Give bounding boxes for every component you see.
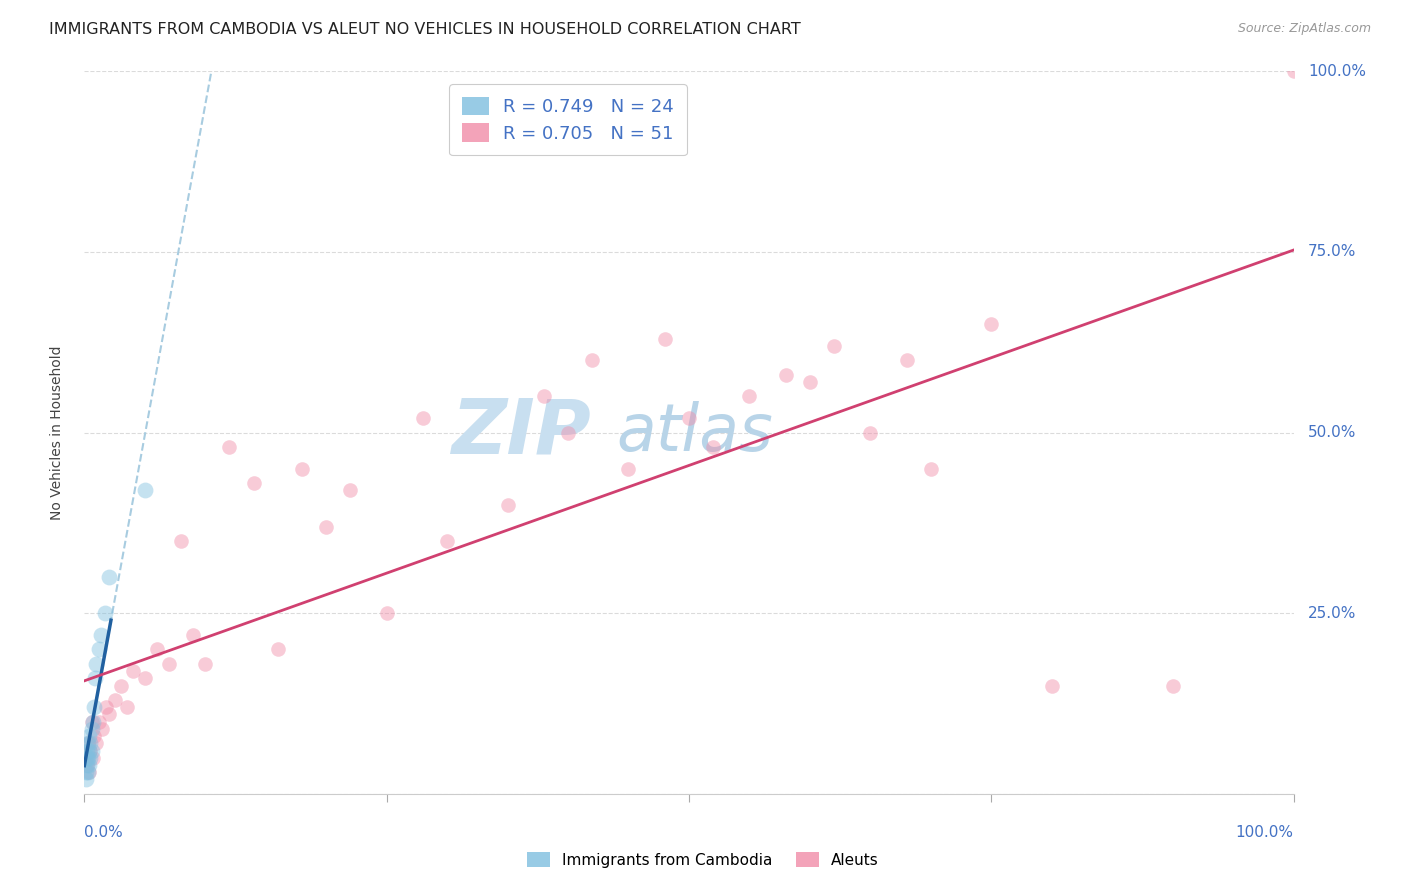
Point <box>654 332 676 346</box>
Point <box>83 700 105 714</box>
Point <box>86 736 108 750</box>
Point <box>76 743 98 757</box>
Text: 100.0%: 100.0% <box>1308 64 1367 78</box>
Point <box>75 751 97 765</box>
Point <box>1040 678 1063 692</box>
Point <box>75 772 97 787</box>
Point <box>82 714 104 729</box>
Text: Source: ZipAtlas.com: Source: ZipAtlas.com <box>1237 22 1371 36</box>
Legend: Immigrants from Cambodia, Aleuts: Immigrants from Cambodia, Aleuts <box>520 844 886 875</box>
Point <box>79 743 101 757</box>
Point <box>267 642 290 657</box>
Point <box>104 693 127 707</box>
Point <box>79 751 101 765</box>
Point <box>181 628 204 642</box>
Point <box>121 664 143 678</box>
Point <box>533 389 555 403</box>
Point <box>702 440 724 454</box>
Y-axis label: No Vehicles in Household: No Vehicles in Household <box>49 345 63 520</box>
Point <box>91 722 114 736</box>
Point <box>859 425 882 440</box>
Point <box>82 751 104 765</box>
Point <box>146 642 169 657</box>
Point <box>84 671 107 685</box>
Point <box>920 462 942 476</box>
Point <box>77 736 100 750</box>
Point <box>83 729 105 743</box>
Point <box>375 607 398 621</box>
Point <box>97 707 120 722</box>
Point <box>134 671 156 685</box>
Point <box>76 758 98 772</box>
Point <box>77 736 100 750</box>
Point <box>557 425 579 440</box>
Text: ZIP: ZIP <box>453 396 592 469</box>
Point <box>97 570 120 584</box>
Point <box>77 758 100 772</box>
Point <box>339 483 361 498</box>
Text: 50.0%: 50.0% <box>1308 425 1357 440</box>
Point <box>170 533 193 548</box>
Point <box>76 758 98 772</box>
Point <box>77 751 100 765</box>
Point <box>80 722 103 736</box>
Point <box>110 678 132 692</box>
Point <box>581 353 603 368</box>
Point <box>94 700 117 714</box>
Point <box>80 714 103 729</box>
Point <box>90 628 112 642</box>
Point <box>896 353 918 368</box>
Point <box>823 339 845 353</box>
Point <box>77 743 100 757</box>
Point <box>157 657 180 671</box>
Point <box>86 657 108 671</box>
Text: 25.0%: 25.0% <box>1308 606 1357 621</box>
Point <box>242 476 264 491</box>
Point <box>980 318 1002 332</box>
Point <box>94 607 117 621</box>
Point <box>87 714 110 729</box>
Point <box>315 519 337 533</box>
Point <box>678 411 700 425</box>
Text: atlas: atlas <box>616 401 773 465</box>
Point <box>617 462 640 476</box>
Point <box>77 729 100 743</box>
Text: IMMIGRANTS FROM CAMBODIA VS ALEUT NO VEHICLES IN HOUSEHOLD CORRELATION CHART: IMMIGRANTS FROM CAMBODIA VS ALEUT NO VEH… <box>49 22 801 37</box>
Point <box>799 375 821 389</box>
Point <box>291 462 314 476</box>
Point <box>1161 678 1184 692</box>
Point <box>496 498 519 512</box>
Point <box>76 751 98 765</box>
Point <box>75 765 97 780</box>
Point <box>738 389 761 403</box>
Point <box>436 533 458 548</box>
Point <box>134 483 156 498</box>
Point <box>218 440 240 454</box>
Point <box>80 743 103 757</box>
Point <box>412 411 434 425</box>
Legend: R = 0.749   N = 24, R = 0.705   N = 51: R = 0.749 N = 24, R = 0.705 N = 51 <box>450 84 686 155</box>
Text: 0.0%: 0.0% <box>84 825 124 840</box>
Text: 75.0%: 75.0% <box>1308 244 1357 260</box>
Text: 100.0%: 100.0% <box>1236 825 1294 840</box>
Point <box>77 765 100 780</box>
Point <box>77 765 100 780</box>
Point <box>79 736 101 750</box>
Point <box>1282 64 1305 78</box>
Point <box>775 368 797 382</box>
Point <box>87 642 110 657</box>
Point <box>115 700 138 714</box>
Point <box>194 657 217 671</box>
